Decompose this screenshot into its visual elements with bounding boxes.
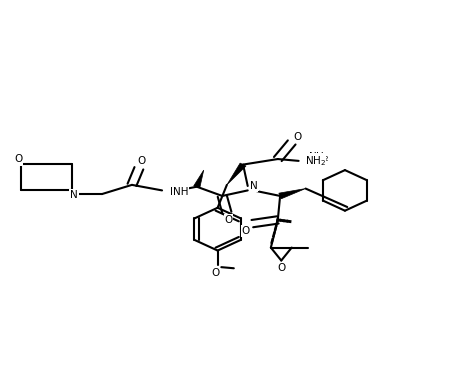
Text: O: O bbox=[138, 156, 146, 166]
Text: O: O bbox=[292, 132, 300, 142]
Text: O: O bbox=[14, 155, 23, 165]
Text: O: O bbox=[211, 267, 219, 277]
Text: N: N bbox=[250, 180, 258, 191]
Text: N: N bbox=[70, 190, 78, 200]
Text: O: O bbox=[277, 263, 285, 273]
Polygon shape bbox=[227, 163, 246, 185]
Text: O: O bbox=[241, 225, 250, 235]
Text: NH$_2$: NH$_2$ bbox=[305, 154, 326, 168]
Text: N: N bbox=[70, 189, 78, 199]
Text: NH: NH bbox=[170, 187, 186, 197]
Text: O: O bbox=[224, 214, 232, 224]
Text: O: O bbox=[242, 226, 250, 236]
Text: O: O bbox=[225, 215, 233, 225]
Text: NH: NH bbox=[173, 187, 188, 197]
Text: O: O bbox=[277, 262, 285, 272]
Text: N: N bbox=[250, 182, 257, 192]
Text: NH$_2$: NH$_2$ bbox=[308, 150, 329, 164]
Polygon shape bbox=[279, 189, 306, 199]
Text: O: O bbox=[14, 154, 23, 165]
Text: O: O bbox=[137, 156, 145, 167]
Text: O: O bbox=[293, 131, 301, 142]
Text: O: O bbox=[212, 268, 220, 278]
Polygon shape bbox=[194, 170, 204, 187]
